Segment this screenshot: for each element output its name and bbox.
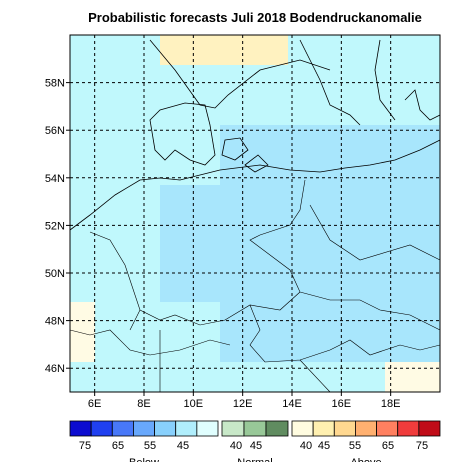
y-tick-label: 50N — [45, 268, 65, 280]
legend-group-name: Above — [350, 457, 381, 462]
legend-label: 55 — [144, 440, 156, 452]
y-tick-label: 56N — [45, 125, 65, 137]
y-tick-label: 58N — [45, 78, 65, 90]
x-tick-label: 6E — [88, 398, 101, 410]
legend-swatch — [243, 420, 267, 437]
legend-swatch — [265, 420, 289, 437]
legend-label: 65 — [112, 440, 124, 452]
field-region — [70, 302, 95, 362]
field-region — [160, 185, 440, 302]
x-tick-label: 8E — [137, 398, 150, 410]
map-frame — [69, 34, 441, 393]
legend-label: 75 — [416, 440, 428, 452]
legend-swatch — [397, 420, 420, 437]
x-tick-label: 14E — [282, 398, 302, 410]
legend-label: 65 — [382, 440, 394, 452]
legend-label: 75 — [79, 440, 91, 452]
field-region — [220, 302, 410, 362]
legend-label: 45 — [250, 440, 262, 452]
legend-swatch — [196, 420, 219, 437]
legend-swatch — [291, 420, 314, 437]
legend-label: 45 — [177, 440, 189, 452]
legend-swatch — [376, 420, 399, 437]
legend-swatch — [333, 420, 356, 437]
legend-label: 40 — [300, 440, 312, 452]
legend-group-name: Below — [129, 457, 159, 462]
legend-label: 40 — [230, 440, 242, 452]
coastline — [149, 39, 441, 126]
y-tick-label: 52N — [45, 220, 65, 232]
legend-swatch — [175, 420, 198, 437]
y-tick-label: 48N — [45, 316, 65, 328]
x-tick-label: 12E — [233, 398, 253, 410]
legend-swatch — [90, 420, 113, 437]
y-tick-label: 46N — [45, 363, 65, 375]
legend-swatch — [221, 420, 245, 437]
legend-swatch — [418, 420, 441, 437]
legend-swatch — [111, 420, 134, 437]
map-field — [69, 35, 441, 393]
coastline — [69, 139, 441, 231]
legend-group-name: Normal — [237, 457, 272, 462]
x-tick-label: 18E — [381, 398, 401, 410]
legend-label: 45 — [318, 440, 330, 452]
field-region — [410, 240, 440, 362]
country-border — [69, 179, 441, 393]
x-tick-label: 10E — [184, 398, 204, 410]
x-tick-label: 16E — [332, 398, 352, 410]
field-region — [160, 35, 288, 65]
coastline — [149, 102, 269, 173]
legend-swatch — [133, 420, 155, 437]
field-region — [220, 125, 440, 185]
map-title: Probabilistic forecasts Juli 2018 Bodend… — [88, 10, 422, 25]
y-tick-label: 54N — [45, 173, 65, 185]
legend-swatch — [355, 420, 377, 437]
axes: 6E 8E 10E 12E 14E 16E 18E 46N 48N 50N 52N 54N 56N 58N — [45, 78, 401, 410]
legend-label: 55 — [349, 440, 361, 452]
field-region — [385, 362, 440, 392]
graticule — [70, 35, 440, 392]
legend-swatch — [312, 420, 335, 437]
legend: 75 65 55 45 Below 40 45 Normal 40 45 55 65 75 Above — [69, 420, 441, 462]
legend-swatch — [154, 420, 177, 437]
legend-swatch — [69, 420, 92, 437]
